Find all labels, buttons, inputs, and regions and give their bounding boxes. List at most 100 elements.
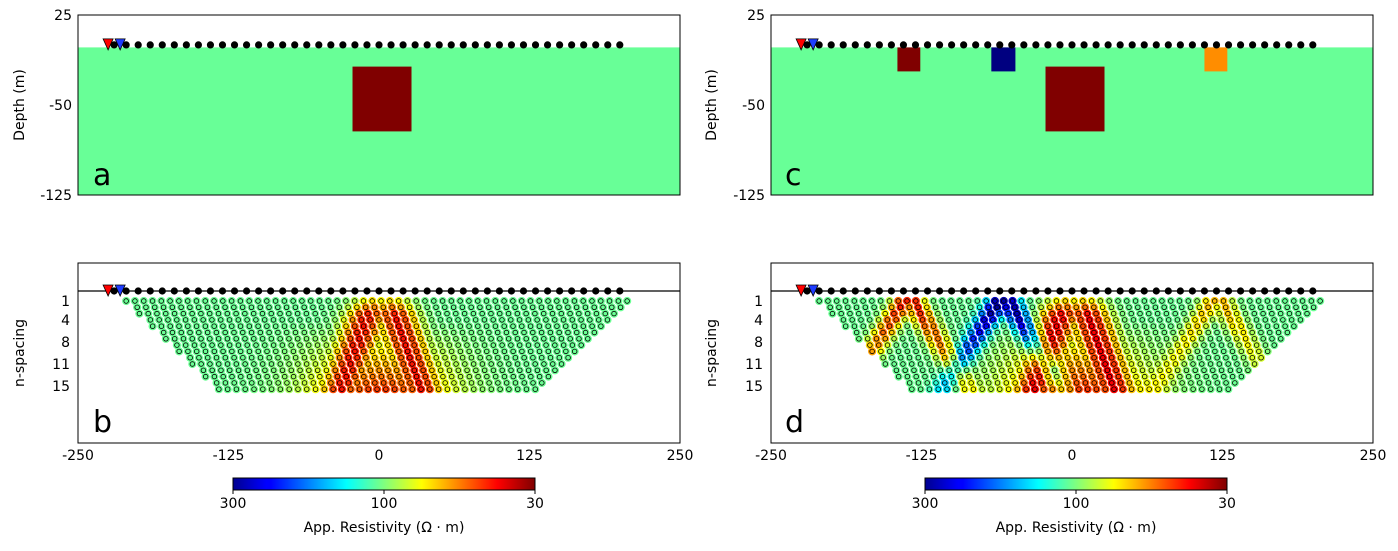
pseudo-point [415, 329, 422, 336]
pseudo-point [501, 373, 508, 380]
pseudo-point [273, 373, 279, 380]
pseudo-patch [1061, 347, 1070, 356]
pseudo-point [251, 336, 257, 342]
pseudo-patch [519, 303, 529, 312]
pseudo-point [1084, 310, 1090, 317]
pseudo-point [878, 348, 884, 355]
pseudo-point [845, 304, 851, 310]
pseudo-patch [946, 296, 956, 306]
pseudo-point [316, 323, 323, 329]
pseudo-point [235, 342, 242, 348]
pseudo-patch [1105, 322, 1114, 331]
pseudo-patch [326, 328, 335, 337]
pseudo-point [301, 304, 307, 310]
pseudo-patch [335, 353, 344, 362]
pseudo-patch [210, 322, 219, 331]
pseudo-point [398, 380, 404, 386]
panel-b-letter: b [93, 405, 112, 440]
pseudo-point [589, 323, 595, 329]
pseudo-point [1231, 304, 1238, 310]
pseudo-patch [502, 328, 511, 337]
pseudo-patch [225, 366, 234, 375]
pseudo-patch [557, 334, 566, 343]
pseudo-patch [1043, 347, 1053, 356]
pseudo-point [1148, 317, 1154, 323]
pseudo-patch [291, 378, 300, 387]
pseudo-patch [166, 296, 175, 306]
pseudo-point [402, 342, 409, 348]
pseudo-point [838, 310, 844, 317]
pseudo-point [433, 355, 439, 361]
pseudo-patch [583, 334, 592, 343]
electrode-dot [170, 287, 178, 295]
electrode-dot [194, 41, 202, 49]
pseudo-patch [931, 378, 941, 387]
electrode-dot [1020, 41, 1028, 49]
pseudo-point [492, 323, 499, 329]
pseudo-patch [458, 353, 467, 362]
pseudo-patch [473, 372, 483, 381]
electrode-dot [604, 41, 612, 49]
pseudo-point [587, 317, 593, 323]
pseudo-patch [986, 334, 995, 343]
electrode-dot [935, 41, 944, 49]
pseudo-patch [493, 303, 502, 312]
pseudo-point [1302, 304, 1308, 310]
pseudo-point [323, 317, 329, 323]
pseudo-point [1044, 298, 1051, 304]
pseudo-patch [874, 341, 883, 350]
pseudo-patch [1235, 366, 1244, 375]
pseudo-patch [1008, 372, 1017, 381]
pseudo-patch [1195, 303, 1204, 312]
pseudo-patch [333, 296, 342, 306]
pseudo-patch [890, 359, 899, 369]
ytick-label: 11 [52, 357, 70, 373]
pseudo-patch [1096, 347, 1105, 356]
pseudo-patch [1193, 372, 1202, 381]
pseudo-patch [894, 372, 903, 381]
pseudo-patch [1142, 353, 1151, 362]
pseudo-point [174, 317, 180, 323]
pseudo-patch [350, 372, 360, 381]
pseudo-point [363, 355, 369, 361]
pseudo-patch [328, 334, 337, 343]
pseudo-point [1080, 348, 1086, 355]
pseudo-patch [1054, 303, 1063, 312]
pseudo-patch [535, 322, 544, 331]
pseudo-point [347, 361, 354, 367]
pseudo-point [1187, 304, 1194, 310]
pseudo-point [880, 304, 886, 310]
electrode-dot [339, 41, 347, 49]
pseudo-point [1014, 336, 1020, 342]
pseudo-patch [929, 322, 938, 331]
pseudo-point [468, 355, 475, 361]
xtick-label: -250 [62, 448, 94, 464]
electrode-dot [351, 287, 359, 295]
pseudo-point [428, 317, 435, 323]
pseudo-point [1150, 298, 1156, 304]
pseudo-patch [311, 334, 320, 343]
pseudo-point [1238, 348, 1244, 355]
pseudo-patch [1113, 296, 1123, 306]
pseudo-point [1267, 329, 1273, 336]
pseudo-patch [977, 309, 986, 318]
electrode-dot [1044, 287, 1052, 295]
pseudo-patch [557, 359, 566, 369]
pseudo-point [602, 310, 608, 317]
pseudo-point [1003, 329, 1009, 336]
pseudo-point [462, 361, 468, 367]
pseudo-point [953, 386, 959, 392]
pseudo-point [356, 386, 363, 392]
pseudo-patch [925, 334, 934, 343]
pseudo-patch [1125, 328, 1134, 337]
pseudo-patch [533, 315, 542, 324]
pseudo-point [1146, 336, 1152, 342]
ytick-label: 15 [52, 379, 70, 395]
pseudo-point [523, 361, 530, 367]
electrode-dot [1309, 41, 1317, 49]
pseudo-point [853, 329, 860, 336]
pseudo-patch [1015, 315, 1024, 324]
pseudo-point [277, 361, 283, 367]
pseudo-patch [1131, 296, 1140, 306]
pseudo-point [1251, 336, 1258, 342]
